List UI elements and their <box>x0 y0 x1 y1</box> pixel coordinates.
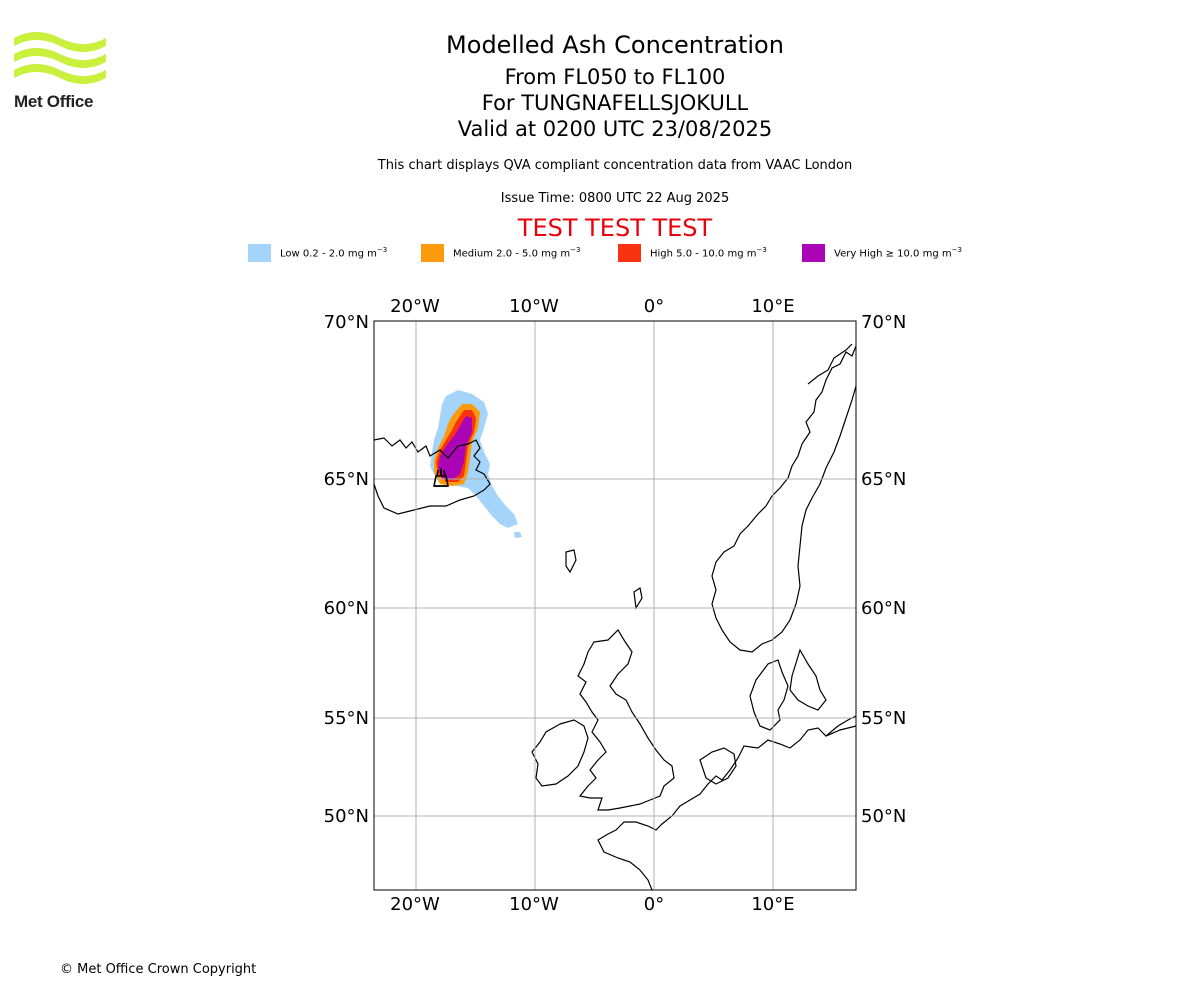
coast-iceland <box>373 437 491 515</box>
lat-label-left: 60°N <box>324 598 369 619</box>
coast-norway-north <box>807 343 853 385</box>
legend-label-high: High 5.0 - 10.0 mg m <box>650 248 757 260</box>
ash-low-speck <box>514 532 522 538</box>
coast-faroes <box>565 549 577 574</box>
lat-label-left: 50°N <box>324 806 369 827</box>
lat-label-left: 70°N <box>324 312 369 333</box>
lon-label-bottom: 0° <box>644 894 664 915</box>
coast-shetland <box>633 587 643 610</box>
lon-label-top: 20°W <box>390 296 440 317</box>
volcano-icon <box>433 468 449 487</box>
coast-denmark <box>749 659 789 731</box>
valid-time: Valid at 0200 UTC 23/08/2025 <box>457 117 773 141</box>
volcano-name: For TUNGNAFELLSJOKULL <box>481 91 749 115</box>
lat-label-right: 70°N <box>861 312 906 333</box>
legend-unit-exp: −3 <box>376 246 388 254</box>
ash-very-high-region <box>438 416 472 480</box>
legend-swatch-medium <box>421 244 444 262</box>
issue-time: Issue Time: 0800 UTC 22 Aug 2025 <box>500 191 730 206</box>
legend-swatch-high <box>618 244 641 262</box>
coast-great-britain <box>577 629 675 811</box>
lon-label-bottom: 20°W <box>390 894 440 915</box>
coast-continent <box>597 725 857 891</box>
lat-label-right: 55°N <box>861 708 906 729</box>
lat-label-right: 65°N <box>861 469 906 490</box>
coast-norway <box>711 345 857 653</box>
lon-label-top: 0° <box>644 296 664 317</box>
met-office-logo: Met Office <box>14 30 106 112</box>
coast-netherlands <box>699 747 737 785</box>
coast-sweden-south <box>789 648 827 711</box>
copyright-notice: © Met Office Crown Copyright <box>60 962 257 977</box>
legend-label-low: Low 0.2 - 2.0 mg m <box>280 248 377 260</box>
legend-swatch-low <box>248 244 271 262</box>
legend-unit-exp: −3 <box>756 246 767 254</box>
logo-text: Met Office <box>14 92 94 111</box>
lon-label-bottom: 10°W <box>509 894 559 915</box>
chart-title: Modelled Ash Concentration <box>446 31 784 59</box>
legend-label-medium: Medium 2.0 - 5.0 mg m <box>453 248 571 260</box>
legend-unit-exp: −3 <box>570 246 581 254</box>
legend-label-very-high: Very High ≥ 10.0 mg m <box>834 248 952 260</box>
lat-label-left: 65°N <box>324 469 369 490</box>
lat-label-left: 55°N <box>324 708 369 729</box>
gridlines <box>374 321 856 890</box>
lat-label-right: 50°N <box>861 806 906 827</box>
lon-label-top: 10°E <box>751 296 794 317</box>
coastlines <box>373 343 857 891</box>
source-note: This chart displays QVA compliant concen… <box>377 158 853 173</box>
ash-plume <box>430 390 522 538</box>
test-banner: TEST TEST TEST <box>517 214 713 242</box>
legend-swatch-very-high <box>802 244 825 262</box>
logo-waves-icon <box>14 32 106 84</box>
legend-unit-exp: −3 <box>951 246 962 254</box>
coast-ireland <box>531 719 589 787</box>
flight-levels: From FL050 to FL100 <box>504 65 726 89</box>
map-frame <box>373 320 857 891</box>
lon-label-bottom: 10°E <box>751 894 794 915</box>
lat-label-right: 60°N <box>861 598 906 619</box>
lon-label-top: 10°W <box>509 296 559 317</box>
